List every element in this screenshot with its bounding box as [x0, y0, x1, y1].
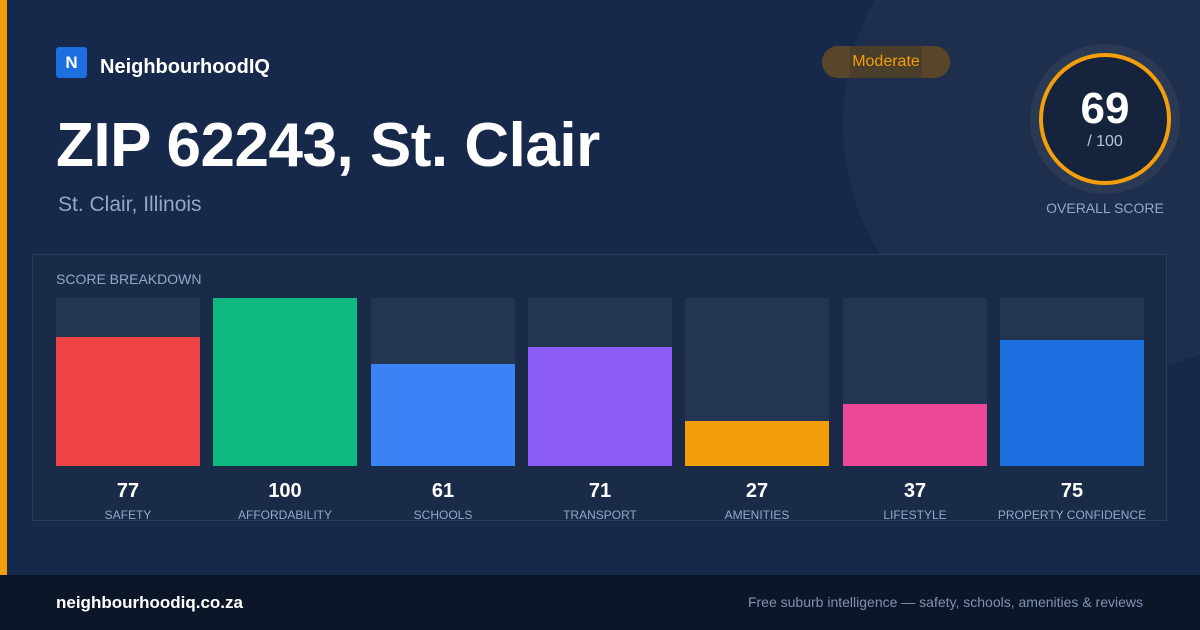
location-subtitle: St. Clair, Illinois — [58, 193, 202, 216]
bar-label: SAFETY — [104, 508, 152, 522]
brand-logo-icon: N — [56, 47, 87, 78]
bar-label: AFFORDABILITY — [237, 508, 332, 522]
share-card: N NeighbourhoodIQ ZIP 62243, St. Clair S… — [0, 0, 1200, 575]
bar-track — [56, 298, 200, 466]
score-bar-property-confidence: 75 PROPERTY CONFIDENCE — [998, 298, 1146, 522]
score-bar-amenities: 27 AMENITIES — [685, 298, 829, 522]
score-bar-safety: 77 SAFETY — [56, 298, 200, 522]
bar-value: 27 — [745, 480, 769, 502]
bar-label: PROPERTY CONFIDENCE — [997, 508, 1147, 522]
score-breakdown-title: SCORE BREAKDOWN — [56, 271, 202, 287]
bar-track — [843, 298, 987, 466]
bar-track — [371, 298, 515, 466]
bar-fill — [213, 298, 357, 466]
bar-value: 61 — [431, 480, 455, 502]
bar-fill — [685, 421, 829, 466]
brand-name: NeighbourhoodIQ — [100, 56, 270, 78]
bar-fill — [56, 337, 200, 466]
brand: N NeighbourhoodIQ — [56, 46, 270, 79]
overall-score-ring: 69 / 100 — [1030, 44, 1180, 194]
bar-value: 100 — [268, 480, 302, 502]
score-bar-schools: 61 SCHOOLS — [371, 298, 515, 522]
bar-fill — [1000, 340, 1144, 466]
bar-label: LIFESTYLE — [883, 508, 947, 522]
rating-badge-label: Moderate — [852, 53, 920, 70]
bar-track — [685, 298, 829, 466]
footer-site-link[interactable]: neighbourhoodiq.co.za — [56, 593, 243, 612]
bar-value: 77 — [116, 480, 140, 502]
score-bar-lifestyle: 37 LIFESTYLE — [843, 298, 987, 522]
page-title: ZIP 62243, St. Clair — [56, 111, 600, 180]
score-bar-affordability: 100 AFFORDABILITY — [213, 298, 357, 522]
score-ring-progress — [1039, 53, 1171, 185]
bar-track — [1000, 298, 1144, 466]
bar-value: 71 — [588, 480, 612, 502]
footer-tagline: Free suburb intelligence — safety, schoo… — [747, 594, 1143, 610]
overall-score-value: 69 — [1080, 84, 1130, 133]
bar-value: 75 — [1060, 480, 1084, 502]
rating-badge: Moderate — [822, 46, 950, 78]
overall-score-max: / 100 — [1087, 133, 1123, 150]
overall-score-caption: OVERALL SCORE — [1046, 200, 1164, 216]
bar-fill — [528, 347, 672, 466]
bar-track — [213, 298, 357, 466]
bar-label: SCHOOLS — [413, 508, 473, 522]
score-bar-transport: 71 TRANSPORT — [528, 298, 672, 522]
bar-fill — [843, 404, 987, 466]
bar-label: TRANSPORT — [563, 508, 637, 522]
bar-fill — [371, 364, 515, 466]
bar-track — [528, 298, 672, 466]
bar-label: AMENITIES — [724, 508, 790, 522]
bar-value: 37 — [903, 480, 927, 502]
accent-bar — [0, 0, 7, 575]
footer: neighbourhoodiq.co.za Free suburb intell… — [0, 575, 1200, 630]
